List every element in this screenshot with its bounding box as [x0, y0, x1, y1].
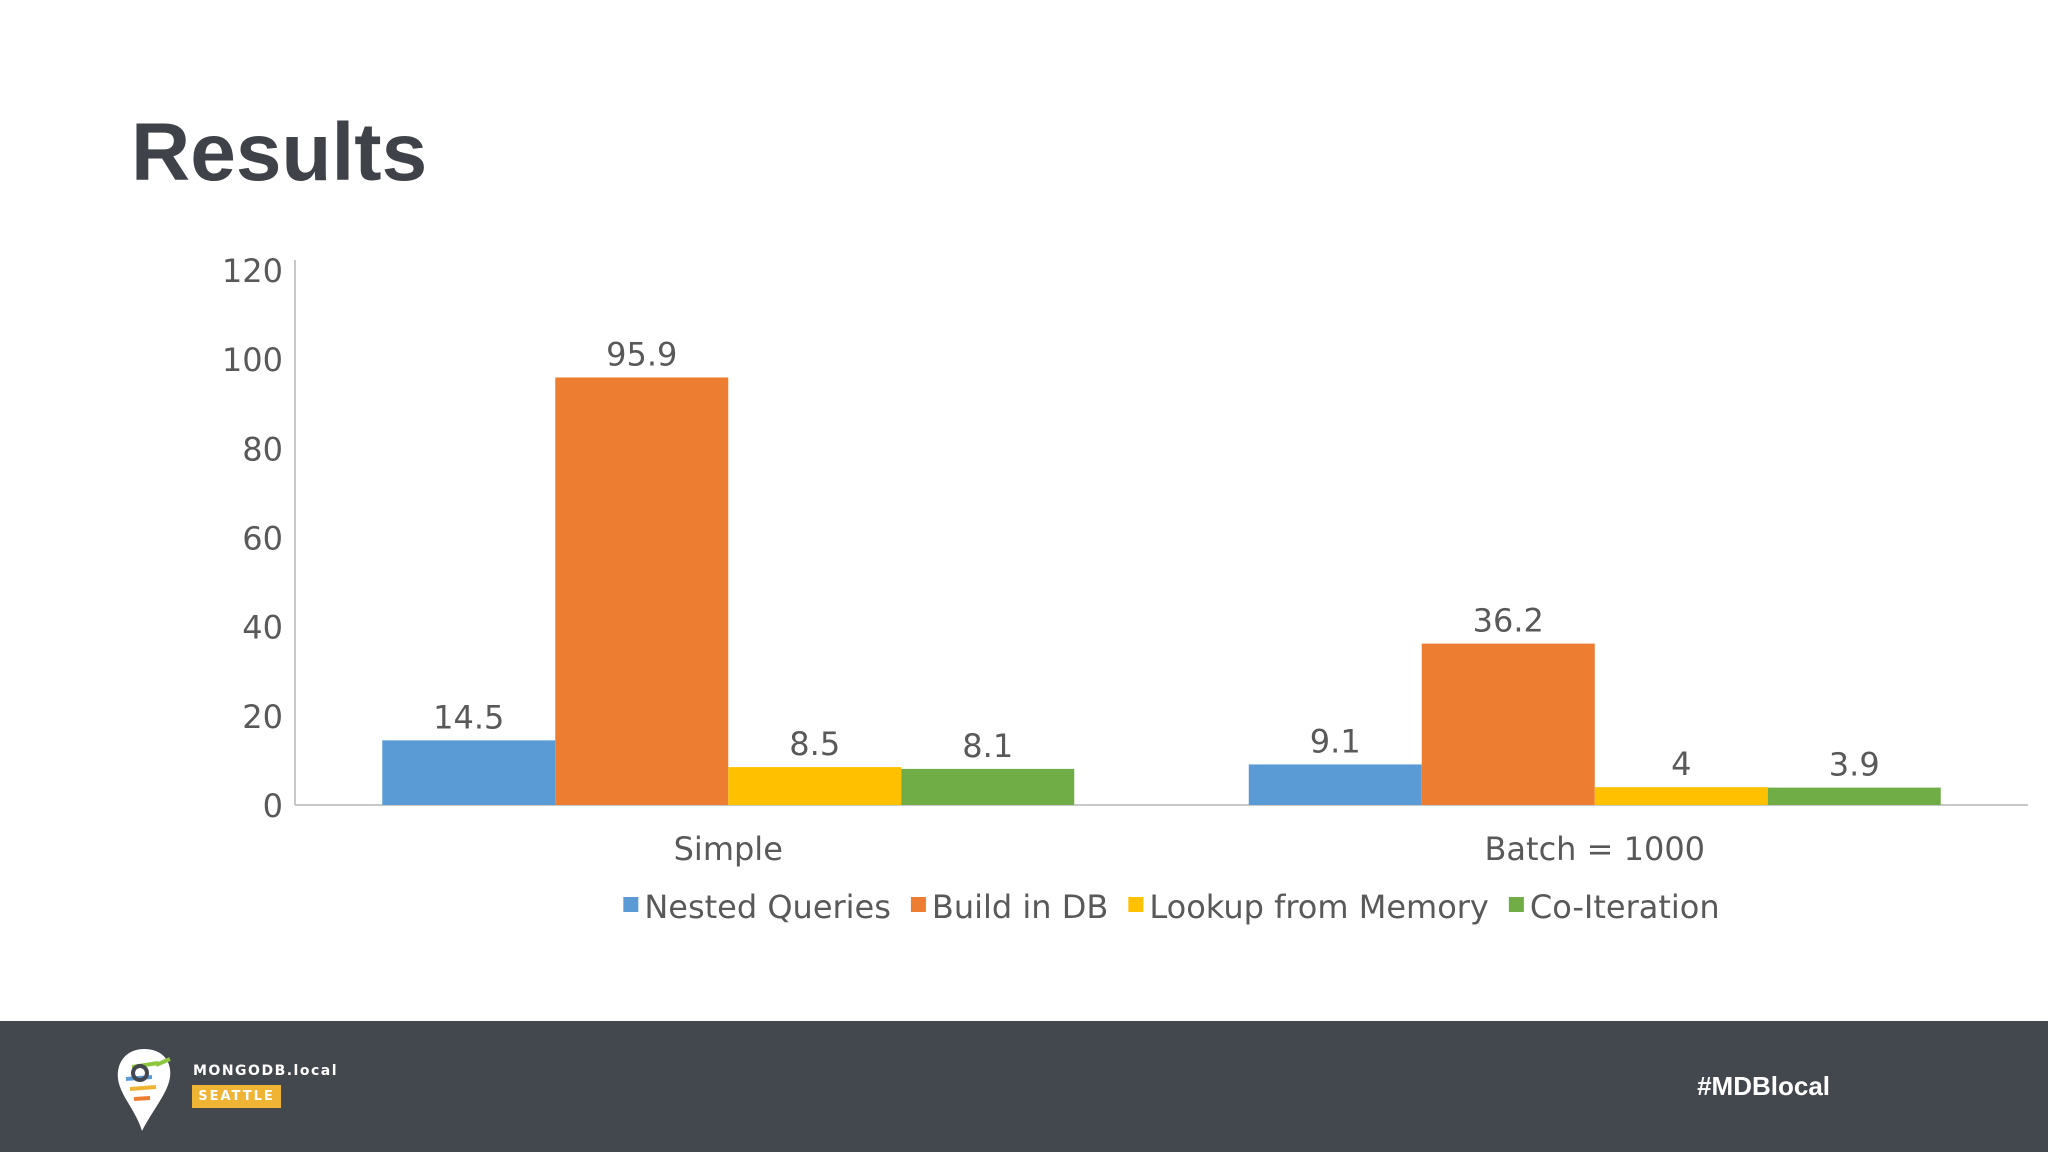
bar-chart: 0 20 40 60 80 100 120 14.5 95.9 8.5 8.1 Simple 9.1 36… [222, 252, 2028, 926]
bar [555, 377, 729, 805]
x-category-label: Simple [674, 830, 783, 868]
data-label: 95.9 [606, 335, 677, 373]
y-tick-label: 120 [222, 252, 283, 290]
bar [382, 740, 556, 805]
legend-swatch [1508, 897, 1524, 912]
logo-wordmark: MONGODB.local [193, 1063, 339, 1079]
data-label: 36.2 [1473, 602, 1544, 640]
hashtag-text: #MDBlocal [1697, 1071, 1830, 1101]
bar [1421, 643, 1595, 805]
legend-label: Lookup from Memory [1149, 888, 1489, 926]
data-label: 8.1 [962, 727, 1013, 765]
y-tick-label: 80 [242, 430, 283, 468]
x-category-label: Batch = 1000 [1484, 830, 1705, 868]
legend-swatch [1128, 897, 1144, 912]
bar [1767, 787, 1941, 805]
bar [728, 767, 902, 805]
mongodb-local-logo-icon [117, 1049, 171, 1131]
data-label: 4 [1671, 745, 1691, 783]
y-tick-label: 40 [242, 609, 283, 647]
legend-swatch [910, 897, 926, 912]
bar [901, 768, 1075, 805]
logo-badge: SEATTLE [192, 1085, 281, 1108]
bar [1248, 764, 1422, 805]
slide-title: Results [131, 107, 428, 198]
data-label: 9.1 [1310, 722, 1361, 760]
legend-swatch [623, 897, 639, 912]
y-tick-label: 0 [263, 787, 283, 825]
y-tick-label: 100 [222, 341, 283, 379]
y-tick-label: 60 [242, 520, 283, 558]
footer-bar: MONGODB.local SEATTLE #MDBlocal [0, 1021, 2048, 1152]
y-tick-label: 20 [242, 698, 283, 736]
data-label: 8.5 [789, 725, 840, 763]
data-label: 14.5 [433, 698, 504, 736]
legend-label: Co-Iteration [1530, 888, 1720, 926]
legend-label: Nested Queries [644, 888, 891, 926]
bar [1594, 787, 1768, 805]
legend-label: Build in DB [932, 888, 1108, 926]
data-label: 3.9 [1829, 746, 1880, 784]
